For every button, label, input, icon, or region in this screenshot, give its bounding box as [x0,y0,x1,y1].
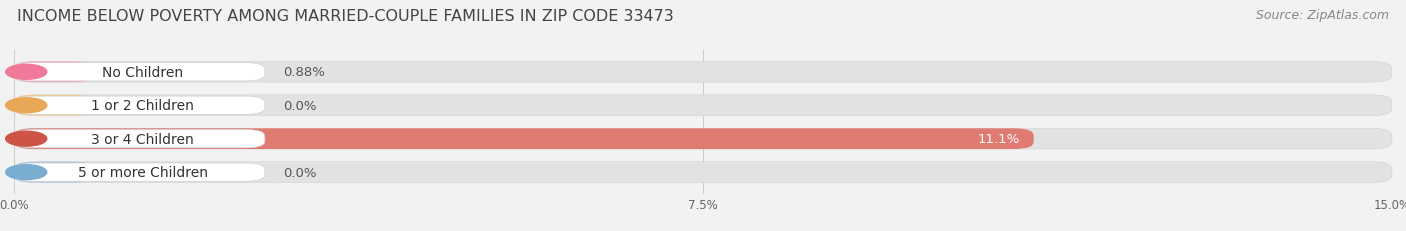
FancyBboxPatch shape [14,63,264,82]
FancyBboxPatch shape [14,129,1033,149]
Text: 0.0%: 0.0% [283,99,316,112]
FancyBboxPatch shape [14,163,264,182]
Text: Source: ZipAtlas.com: Source: ZipAtlas.com [1256,9,1389,22]
Text: No Children: No Children [103,66,183,79]
FancyBboxPatch shape [14,62,94,83]
Text: 0.0%: 0.0% [283,166,316,179]
Circle shape [6,165,46,180]
FancyBboxPatch shape [14,129,1392,149]
FancyBboxPatch shape [14,97,264,115]
Text: 5 or more Children: 5 or more Children [77,165,208,179]
FancyBboxPatch shape [14,95,94,116]
Text: INCOME BELOW POVERTY AMONG MARRIED-COUPLE FAMILIES IN ZIP CODE 33473: INCOME BELOW POVERTY AMONG MARRIED-COUPL… [17,9,673,24]
FancyBboxPatch shape [14,130,264,148]
FancyBboxPatch shape [14,95,1392,116]
FancyBboxPatch shape [14,62,1392,83]
Text: 1 or 2 Children: 1 or 2 Children [91,99,194,113]
Text: 3 or 4 Children: 3 or 4 Children [91,132,194,146]
Text: 11.1%: 11.1% [977,133,1019,146]
Circle shape [6,132,46,146]
Text: 0.88%: 0.88% [283,66,325,79]
FancyBboxPatch shape [14,162,94,183]
FancyBboxPatch shape [14,162,1392,183]
Circle shape [6,65,46,80]
Circle shape [6,98,46,113]
